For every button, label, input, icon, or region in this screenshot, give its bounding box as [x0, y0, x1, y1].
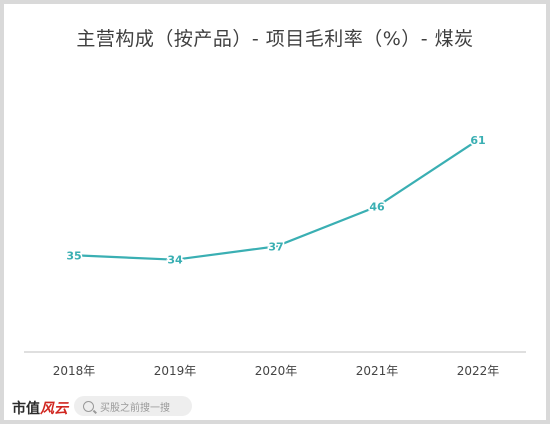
data-label: 37: [268, 240, 283, 253]
x-tick-label: 2018年: [53, 364, 96, 378]
x-tick-label: 2021年: [356, 364, 399, 378]
data-label: 34: [167, 254, 183, 267]
search-box[interactable]: 买股之前搜一搜: [74, 396, 192, 416]
footer-bar: 市值风云 买股之前搜一搜: [4, 396, 546, 420]
x-tick-label: 2020年: [255, 364, 298, 378]
data-label: 35: [66, 249, 81, 262]
search-placeholder: 买股之前搜一搜: [100, 402, 170, 414]
brand-logo: 市值风云: [12, 401, 68, 417]
data-labels: 35 34 37 46 61: [65, 132, 487, 268]
line-chart: 2018年 2019年 2020年 2021年 2022年 35 34 37 46 61: [24, 132, 526, 378]
x-tick-label: 2022年: [457, 364, 500, 378]
x-axis-ticks: 2018年 2019年 2020年 2021年 2022年: [53, 364, 500, 378]
chart-card: 主营构成（按产品）- 项目毛利率（%）- 煤炭 2018年 2019年 2020年 2…: [4, 4, 546, 420]
search-icon: [83, 400, 94, 412]
data-label: 61: [470, 134, 485, 147]
series-line: [73, 139, 479, 261]
chart-title: 主营构成（按产品）- 项目毛利率（%）- 煤炭: [76, 28, 474, 50]
x-tick-label: 2019年: [154, 364, 197, 378]
data-label: 46: [369, 200, 385, 213]
